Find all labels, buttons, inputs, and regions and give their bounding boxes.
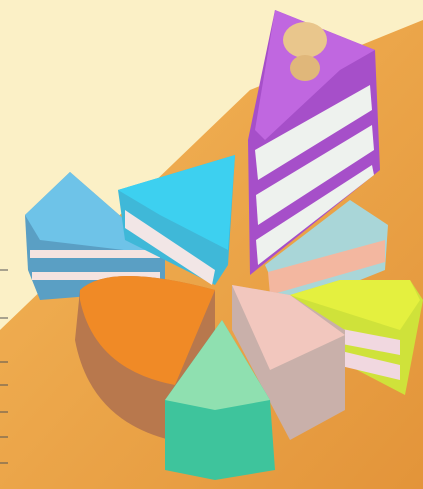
edge-lines bbox=[0, 269, 8, 464]
cake-slice-mint bbox=[165, 320, 275, 480]
cake-slice-purple bbox=[248, 10, 380, 275]
cake-slice-cyan bbox=[118, 155, 235, 285]
cake-slice-pale-blue bbox=[265, 200, 388, 310]
cake-slice-pink bbox=[232, 285, 345, 440]
